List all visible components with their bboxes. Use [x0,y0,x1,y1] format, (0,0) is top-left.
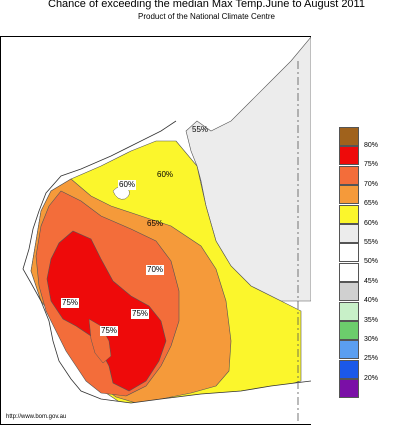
probability-map [1,37,311,424]
legend-label: 55% [364,239,379,246]
legend-swatch [339,282,359,302]
legend-label: 25% [364,355,379,363]
source-url: http://www.bom.gov.au [6,414,67,420]
legend-swatch [339,146,359,166]
map-title: Chance of exceeding the median Max Temp.… [48,0,365,10]
legend-swatch [339,224,359,243]
contour-label-75-west: 75% [61,298,80,308]
legend-label: 45% [364,277,379,285]
legend-swatch [339,165,359,185]
contour-label-55: 55% [192,125,209,134]
legend-swatch [339,127,359,146]
legend-swatch [339,340,359,360]
contour-label-70: 70% [146,265,165,275]
region-75 [46,230,167,392]
coastline [22,120,311,404]
contour-label-65: 65% [147,219,164,228]
contour-label-75-south: 75% [100,326,119,336]
legend-swatch [339,204,359,224]
ocean-west [1,37,311,424]
contour-label-75-east: 75% [131,309,150,319]
contour-label-60-inner: 60% [118,180,137,190]
legend-label: 35% [364,316,379,324]
legend-label: 20% [364,374,379,382]
legend-swatch [339,359,359,379]
legend-label: 50% [364,258,379,266]
legend-swatch [339,262,359,282]
legend-swatch [339,321,359,340]
legend-label: 60% [364,219,379,227]
legend-label: 70% [364,180,379,188]
legend-swatch [339,185,359,205]
legend-swatch [339,243,359,263]
legend-label: 40% [364,297,379,305]
legend-swatch [339,301,359,321]
contour-label-60: 60% [157,170,174,179]
legend-label: 30% [364,336,379,343]
legend-label: 75% [364,161,379,169]
map-frame [0,36,311,425]
legend-label: 80% [364,142,379,149]
legend-label: 65% [364,200,379,208]
map-subtitle: Product of the National Climate Centre [138,12,275,21]
legend-swatch [339,379,359,399]
